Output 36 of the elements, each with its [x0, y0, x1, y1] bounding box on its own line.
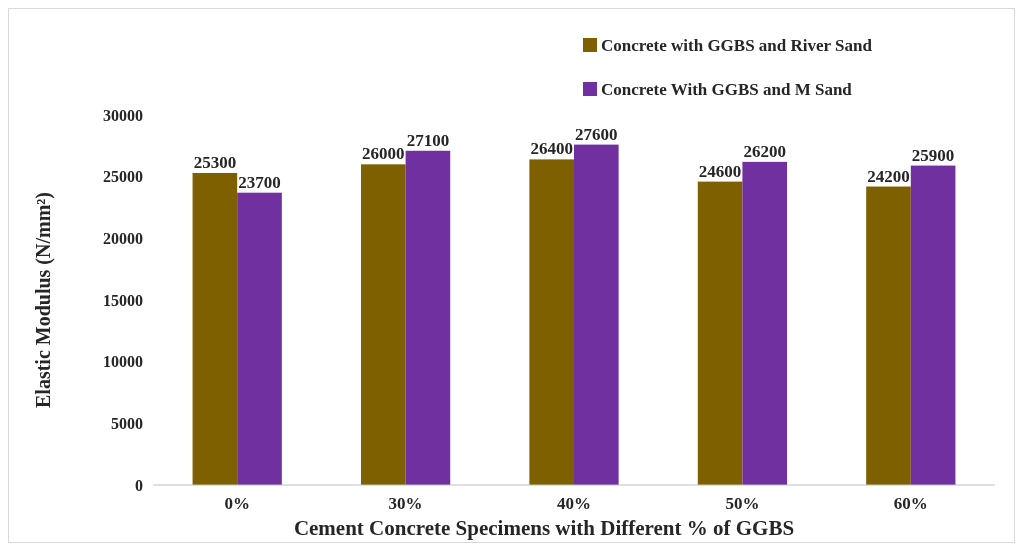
data-label: 24200 — [867, 166, 910, 186]
data-label: 26400 — [530, 139, 573, 159]
bar — [866, 186, 911, 485]
data-label: 26200 — [743, 141, 786, 161]
bar — [360, 164, 406, 485]
legend-label: Concrete with GGBS and River Sand — [601, 35, 873, 55]
bar — [192, 172, 238, 485]
y-tick-label: 15000 — [103, 291, 143, 309]
x-tick-label: 0% — [224, 494, 250, 513]
x-axis-title: Cement Concrete Specimens with Different % of GGBS — [293, 516, 795, 540]
data-label: 27600 — [575, 124, 618, 144]
y-tick-label: 25000 — [103, 168, 143, 186]
legend-label: Concrete With GGBS and M Sand — [601, 79, 853, 99]
bar — [574, 144, 619, 485]
bar — [697, 181, 743, 485]
data-label: 25300 — [193, 152, 237, 172]
y-tick-label: 10000 — [103, 353, 143, 371]
x-tick-label: 50% — [725, 494, 760, 513]
x-tick-label: 40% — [557, 494, 591, 513]
x-tick-label: 60% — [893, 494, 928, 513]
bar — [910, 165, 956, 485]
data-label: 23700 — [238, 172, 281, 192]
y-tick-label: 5000 — [111, 414, 143, 432]
data-label: 25900 — [911, 145, 955, 165]
bar — [529, 159, 574, 485]
data-label: 26000 — [362, 144, 405, 164]
y-tick-label: 30000 — [103, 106, 143, 124]
bar — [742, 161, 788, 485]
bar — [405, 150, 451, 485]
data-label: 27100 — [406, 130, 450, 150]
y-axis-title: Elastic Modulus (N/mm²) — [32, 192, 55, 408]
y-tick-label: 20000 — [103, 229, 143, 247]
data-label: 24600 — [698, 161, 742, 181]
bar — [237, 192, 282, 485]
x-tick-label: 30% — [388, 494, 423, 513]
y-tick-label: 0 — [135, 476, 143, 494]
